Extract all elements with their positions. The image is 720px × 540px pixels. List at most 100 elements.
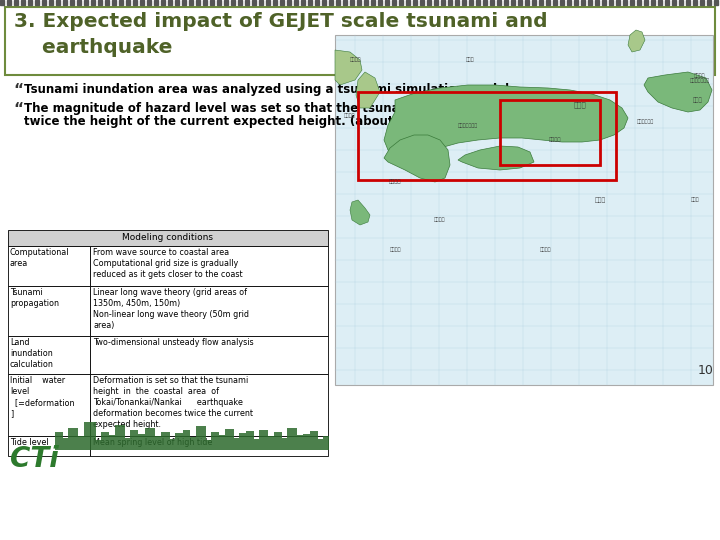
Bar bbox=[297, 435, 303, 450]
Polygon shape bbox=[356, 72, 380, 108]
Bar bbox=[84, 422, 96, 450]
Text: Land
inundation
calculation: Land inundation calculation bbox=[10, 338, 54, 369]
Text: 新潟　長野里: 新潟 長野里 bbox=[636, 119, 654, 125]
Bar bbox=[175, 0, 179, 5]
Bar bbox=[90, 436, 328, 456]
Text: “: “ bbox=[13, 102, 23, 117]
Bar bbox=[301, 0, 305, 5]
Bar bbox=[371, 0, 375, 5]
Bar bbox=[455, 0, 459, 5]
Bar bbox=[616, 0, 620, 5]
Bar bbox=[211, 432, 219, 450]
Bar bbox=[350, 0, 354, 5]
Text: 南西諸島: 南西諸島 bbox=[434, 218, 446, 222]
Bar bbox=[168, 0, 172, 5]
Bar bbox=[637, 0, 641, 5]
Bar bbox=[217, 0, 221, 5]
Bar bbox=[679, 0, 683, 5]
Bar bbox=[310, 431, 318, 450]
Bar bbox=[567, 0, 571, 5]
Bar bbox=[287, 428, 297, 450]
Bar bbox=[378, 0, 382, 5]
Bar bbox=[49, 0, 53, 5]
Bar bbox=[343, 0, 347, 5]
Text: 10: 10 bbox=[698, 364, 714, 377]
Bar bbox=[8, 336, 90, 374]
Bar bbox=[206, 440, 211, 450]
Bar bbox=[155, 436, 161, 450]
Bar bbox=[109, 435, 115, 450]
Polygon shape bbox=[335, 50, 362, 85]
Bar bbox=[224, 0, 228, 5]
Text: Modeling conditions: Modeling conditions bbox=[122, 233, 214, 242]
Polygon shape bbox=[644, 72, 712, 112]
Bar bbox=[560, 0, 564, 5]
Bar bbox=[490, 0, 494, 5]
Bar bbox=[225, 429, 234, 450]
Text: 大阪府東部地域: 大阪府東部地域 bbox=[458, 123, 478, 127]
Bar bbox=[105, 0, 109, 5]
Bar bbox=[161, 432, 170, 450]
Bar bbox=[385, 0, 389, 5]
Bar bbox=[90, 374, 328, 436]
Bar bbox=[511, 0, 515, 5]
Bar bbox=[161, 0, 165, 5]
Bar bbox=[210, 0, 214, 5]
Bar bbox=[329, 0, 333, 5]
Bar bbox=[259, 0, 263, 5]
Bar bbox=[245, 0, 249, 5]
Bar bbox=[119, 0, 123, 5]
Bar bbox=[364, 0, 368, 5]
Bar bbox=[392, 0, 396, 5]
Bar bbox=[190, 437, 196, 450]
Bar bbox=[273, 0, 277, 5]
Bar bbox=[252, 0, 256, 5]
Bar bbox=[259, 430, 268, 450]
Bar bbox=[42, 0, 46, 5]
Bar bbox=[700, 0, 704, 5]
Bar bbox=[231, 0, 235, 5]
Bar bbox=[280, 0, 284, 5]
Bar bbox=[322, 0, 326, 5]
Text: From wave source to coastal area
Computational grid size is gradually
reduced as: From wave source to coastal area Computa… bbox=[93, 248, 243, 279]
Bar bbox=[254, 439, 259, 450]
Bar bbox=[90, 246, 328, 286]
Bar bbox=[126, 0, 130, 5]
Bar bbox=[525, 0, 529, 5]
Text: Deformation is set so that the tsunami
height  in  the  coastal  area  of
Tokai/: Deformation is set so that the tsunami h… bbox=[93, 376, 253, 429]
Bar bbox=[238, 0, 242, 5]
Bar bbox=[35, 0, 39, 5]
Bar bbox=[98, 0, 102, 5]
Text: 太平洋: 太平洋 bbox=[595, 197, 606, 203]
Bar bbox=[5, 7, 715, 75]
Bar bbox=[623, 0, 627, 5]
Text: 南陸機構: 南陸機構 bbox=[539, 247, 551, 253]
Bar bbox=[476, 0, 480, 5]
Bar bbox=[91, 0, 95, 5]
Bar bbox=[8, 246, 90, 286]
Bar bbox=[154, 0, 158, 5]
Polygon shape bbox=[384, 85, 628, 155]
Bar bbox=[336, 0, 340, 5]
Bar bbox=[77, 0, 81, 5]
Text: “: “ bbox=[13, 83, 23, 98]
Bar bbox=[170, 439, 175, 450]
Bar bbox=[196, 426, 206, 450]
Bar bbox=[420, 0, 424, 5]
Bar bbox=[658, 0, 662, 5]
Text: Linear long wave theory (grid areas of
1350m, 450m, 150m)
Non-linear long wave t: Linear long wave theory (grid areas of 1… bbox=[93, 288, 249, 330]
Bar bbox=[553, 0, 557, 5]
Bar bbox=[651, 0, 655, 5]
Text: Computational
area: Computational area bbox=[10, 248, 70, 268]
Bar bbox=[246, 431, 254, 450]
Bar bbox=[406, 0, 410, 5]
Bar bbox=[183, 430, 190, 450]
Bar bbox=[125, 438, 130, 450]
Text: Tide level: Tide level bbox=[10, 438, 49, 447]
Bar bbox=[55, 432, 63, 450]
Bar bbox=[294, 0, 298, 5]
Bar bbox=[8, 230, 328, 246]
Bar bbox=[203, 0, 207, 5]
Polygon shape bbox=[458, 146, 534, 170]
Bar bbox=[21, 0, 25, 5]
